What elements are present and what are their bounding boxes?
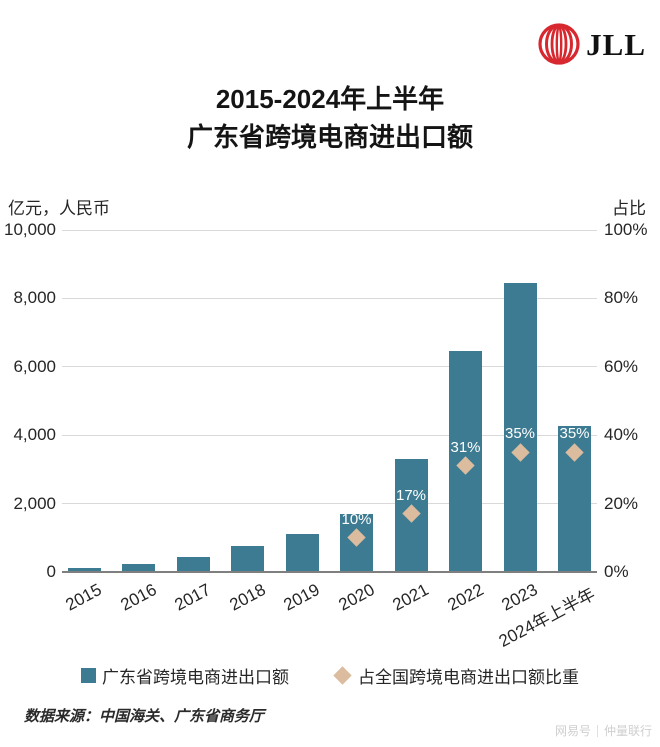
- left-axis-tick-label: 8,000: [13, 288, 56, 308]
- jll-logo: JLL: [537, 22, 646, 66]
- bar-2019: [285, 534, 319, 572]
- gridline: [62, 297, 597, 299]
- x-axis-tick-label: 2020: [331, 580, 377, 615]
- jll-logo-text: JLL: [586, 26, 646, 62]
- left-axis-tick-label: 6,000: [13, 356, 56, 376]
- right-axis-tick-label: 0%: [604, 562, 629, 581]
- legend-bar-label: 广东省跨境电商进出口额: [102, 668, 289, 687]
- data-source-note: 数据来源：中国海关、广东省商务厅: [24, 708, 265, 725]
- x-axis-line: [62, 571, 597, 573]
- share-percent-label: 31%: [450, 438, 481, 456]
- left-axis-tick-label: 4,000: [13, 425, 56, 445]
- chart-title-line2: 广东省跨境电商进出口额: [186, 122, 473, 152]
- watermark-platform: 网易号: [554, 724, 591, 738]
- x-axis-tick-text: 2020: [335, 580, 378, 615]
- share-percent-label: 17%: [395, 486, 427, 504]
- bar-2017: [176, 557, 210, 572]
- x-axis-tick-text: 2024年上半年: [495, 584, 598, 651]
- legend-item-share: 占全国跨境电商进出口额比重: [333, 663, 579, 688]
- left-axis-unit-label: 亿元，人民币: [8, 199, 110, 218]
- left-axis-tick-label: 2,000: [13, 493, 56, 513]
- gridline: [62, 503, 597, 505]
- x-axis-tick-text: 2015: [62, 580, 105, 615]
- left-axis-tick-label: 10,000: [4, 220, 56, 239]
- left-axis-tick-label: 0: [46, 562, 56, 581]
- x-axis-tick-text: 2016: [117, 580, 160, 615]
- x-axis-tick-label: 2022: [440, 580, 486, 615]
- x-axis-tick-label: 2024年上半年: [481, 580, 597, 650]
- watermark: 网易号 仲量联行: [555, 722, 652, 739]
- x-axis-tick-label: 2015: [58, 580, 105, 615]
- bar-2016: [122, 564, 155, 572]
- x-axis-tick-label: 2018: [222, 580, 268, 615]
- right-axis-tick-label: 20%: [604, 493, 639, 513]
- x-axis-tick-text: 2018: [226, 580, 269, 615]
- x-axis-tick-label: 2019: [276, 580, 323, 615]
- watermark-divider-icon: [596, 724, 598, 737]
- legend-diamond-swatch-icon: [333, 666, 352, 685]
- x-axis-tick-label: 2017: [167, 580, 214, 615]
- legend: 广东省跨境电商进出口额 占全国跨境电商进出口额比重: [0, 663, 660, 688]
- x-axis-tick-label: 2016: [113, 580, 159, 615]
- x-axis-tick-text: 2021: [389, 580, 432, 615]
- share-percent-label: 10%: [341, 510, 372, 528]
- chart-title-line1: 2015-2024年上半年: [215, 84, 445, 114]
- x-axis-tick-text: 2017: [171, 580, 214, 615]
- gridline: [62, 229, 597, 231]
- x-axis-tick-label: 2021: [385, 580, 432, 615]
- x-axis-tick-text: 2019: [280, 580, 323, 615]
- jll-globe-icon: [538, 23, 580, 65]
- legend-bar-swatch-icon: [81, 668, 96, 683]
- bar-2023: [503, 282, 537, 572]
- legend-item-bars: 广东省跨境电商进出口额: [81, 663, 289, 688]
- legend-share-label: 占全国跨境电商进出口额比重: [358, 668, 579, 687]
- gridline: [62, 366, 597, 368]
- share-percent-label: 35%: [559, 425, 590, 443]
- share-percent-label: 35%: [504, 425, 536, 443]
- gridline: [62, 434, 597, 436]
- chart-title: 2015-2024年上半年 广东省跨境电商进出口额: [0, 80, 660, 156]
- right-axis-tick-label: 60%: [604, 356, 639, 376]
- bar-2018: [231, 546, 264, 572]
- right-axis-tick-label: 100%: [604, 220, 648, 239]
- bar-2015: [67, 567, 101, 572]
- right-axis-tick-label: 40%: [604, 425, 639, 445]
- right-axis-unit-label: 占比: [612, 199, 646, 218]
- watermark-brand: 仲量联行: [603, 724, 652, 738]
- right-axis-tick-label: 80%: [604, 288, 639, 308]
